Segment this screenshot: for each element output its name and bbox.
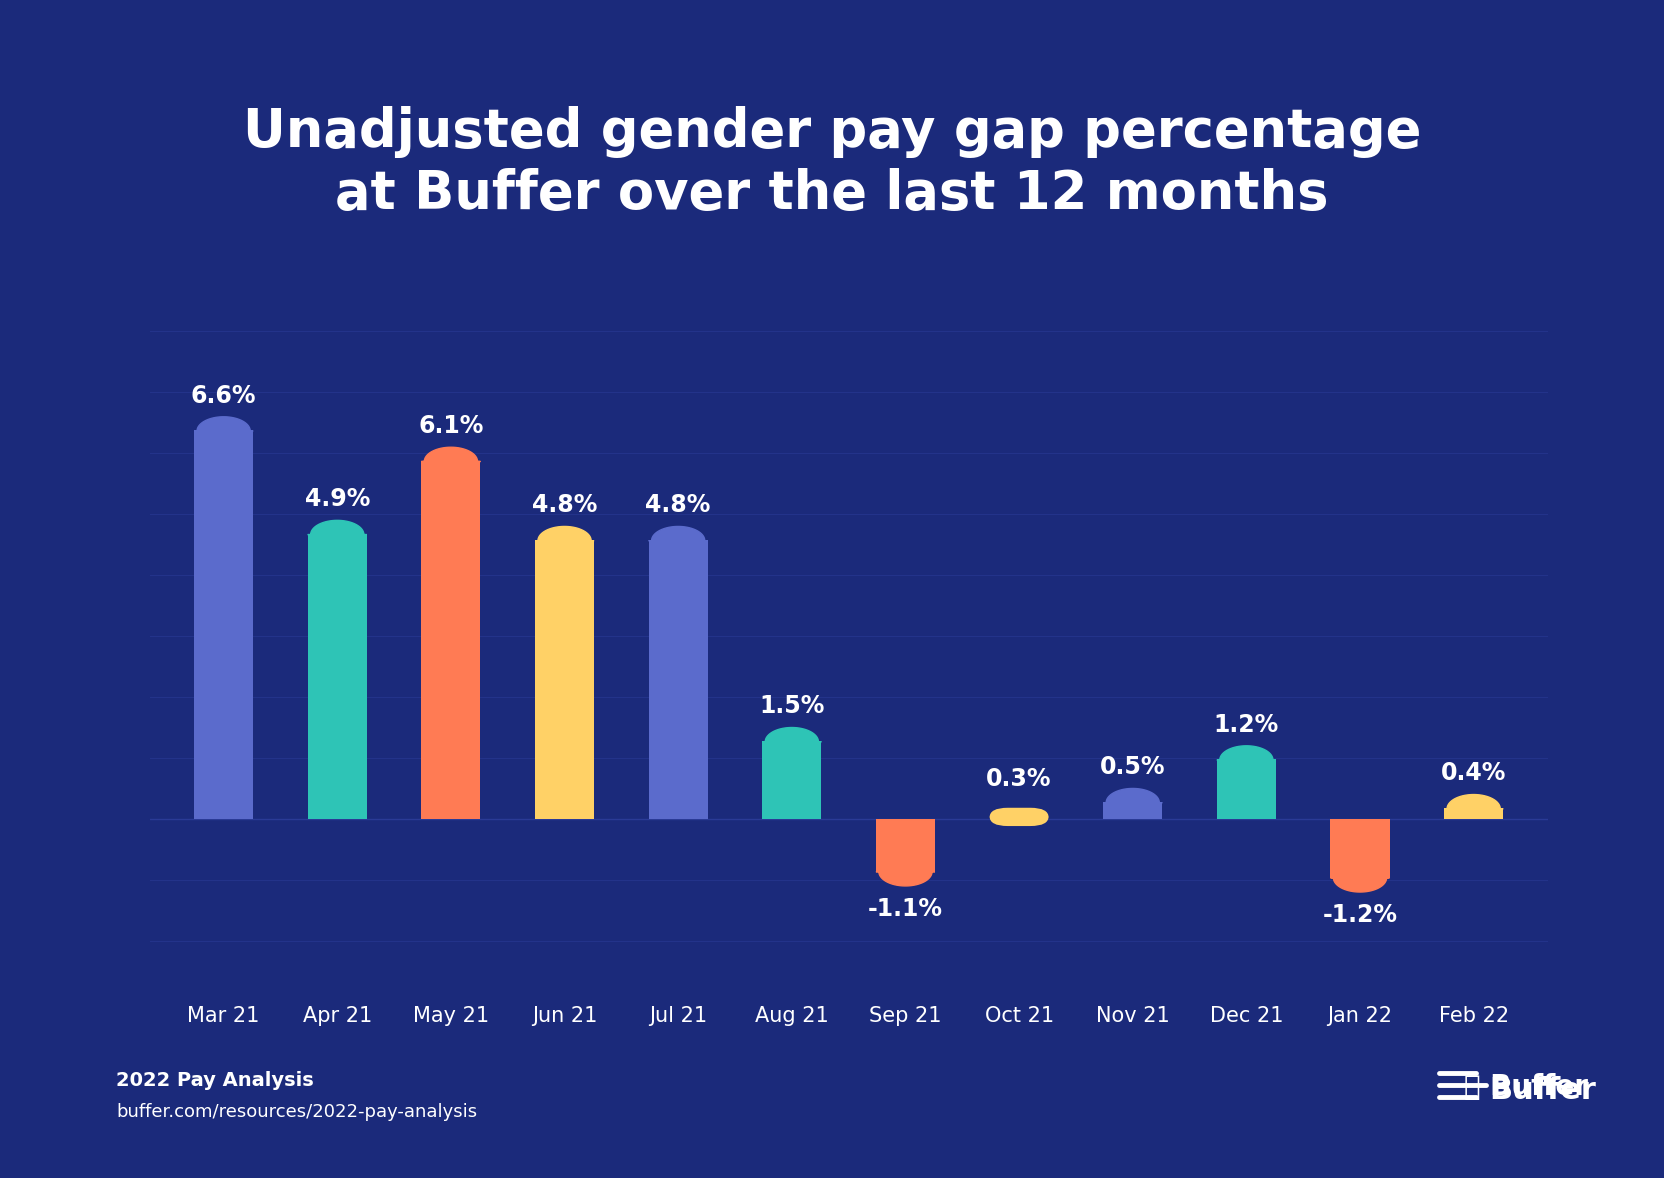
Text: 0.3%: 0.3% [987, 768, 1052, 792]
Text: 0.4%: 0.4% [1441, 761, 1506, 786]
Text: -1.2%: -1.2% [1323, 904, 1398, 927]
Polygon shape [762, 728, 822, 742]
Polygon shape [1444, 794, 1503, 809]
Bar [1103, 802, 1161, 819]
Bar [421, 462, 481, 819]
Bar [195, 431, 253, 819]
Bar [1444, 809, 1503, 819]
Text: 2022 Pay Analysis: 2022 Pay Analysis [116, 1071, 314, 1090]
Polygon shape [1216, 746, 1276, 760]
Bar [1331, 819, 1389, 878]
Text: Buffer: Buffer [1489, 1076, 1596, 1105]
Text: 1.2%: 1.2% [1213, 713, 1280, 736]
Text: 0.5%: 0.5% [1100, 755, 1165, 780]
Text: 4.9%: 4.9% [305, 488, 369, 511]
Text: 4.8%: 4.8% [532, 494, 597, 517]
Polygon shape [1331, 878, 1389, 892]
Polygon shape [308, 521, 366, 535]
Bar [308, 535, 366, 819]
Bar [536, 541, 594, 819]
Polygon shape [649, 527, 707, 541]
Text: Unadjusted gender pay gap percentage
at Buffer over the last 12 months: Unadjusted gender pay gap percentage at … [243, 106, 1421, 220]
Bar [649, 541, 707, 819]
Polygon shape [195, 417, 253, 431]
Text: -1.1%: -1.1% [869, 896, 943, 921]
Text: 6.6%: 6.6% [191, 384, 256, 408]
Text: buffer.com/resources/2022-pay-analysis: buffer.com/resources/2022-pay-analysis [116, 1104, 478, 1121]
Text: 4.8%: 4.8% [646, 494, 711, 517]
FancyBboxPatch shape [990, 808, 1048, 826]
Bar [875, 819, 935, 872]
Bar [762, 742, 822, 819]
Bar [1216, 760, 1276, 819]
Text: 1.5%: 1.5% [759, 694, 824, 719]
Polygon shape [421, 448, 481, 462]
Polygon shape [1103, 788, 1161, 802]
Polygon shape [875, 872, 935, 886]
Polygon shape [536, 527, 594, 541]
Text: 6.1%: 6.1% [418, 415, 484, 438]
Text: ⩳ Buffer: ⩳ Buffer [1464, 1073, 1589, 1101]
